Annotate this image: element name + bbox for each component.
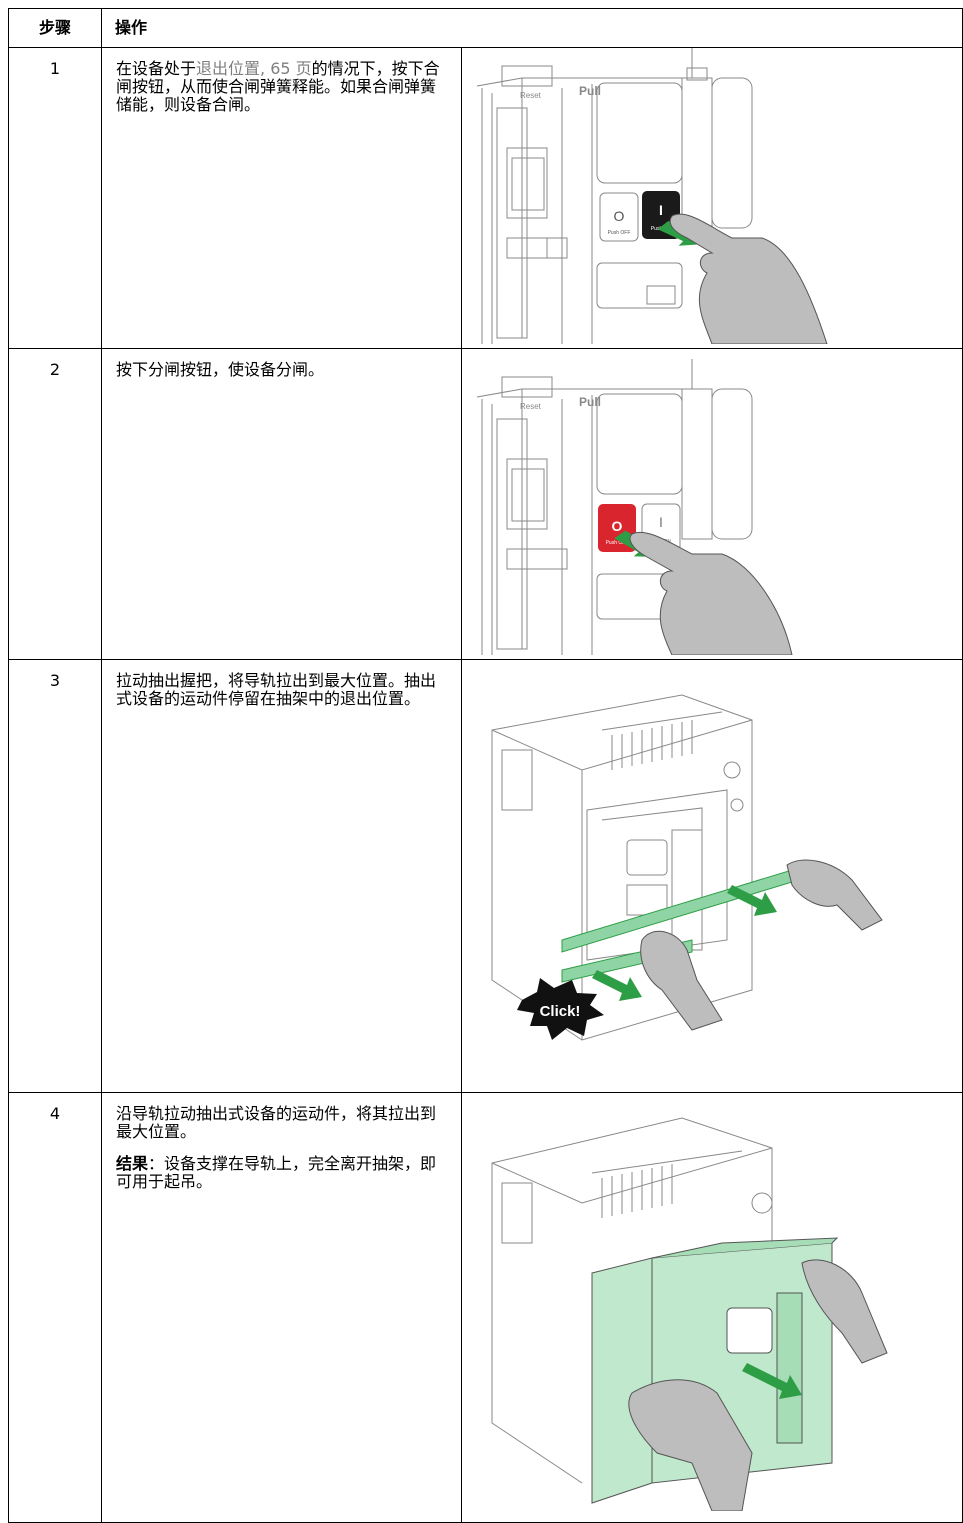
result-label: 结果 [116,1154,149,1173]
hand [629,532,793,656]
reset-label: Reset [520,91,542,100]
figure-cell [461,1092,963,1523]
instruction: 按下分闸按钮，使设备分闸。 [101,348,462,660]
figure-cell: Reset Pull O Push OFF I Push ON [461,348,963,660]
figure [491,1117,888,1512]
pull-label: Pull [579,395,601,409]
header-step: 步骤 [8,8,102,48]
text: 在设备处于 [116,59,197,78]
arrow [727,885,777,916]
off-symbol: O [614,208,625,224]
procedure-table: 步骤 操作 1 在设备处于退出位置, 65 页的情况下，按下合闸按钮，从而使合闸… [8,8,963,1523]
off-symbol: O [612,518,623,534]
paragraph: 结果：设备支撑在导轨上，完全离开抽架，即可用于起吊。 [116,1155,447,1191]
callout-burst [517,978,604,1040]
text: 的情况下，按下合闸按钮，从而使合闸弹簧释能。如果合闸弹簧储能，则设备合闸。 [116,59,440,114]
figure-cell: Reset Pull O Push OFF I Push ON [461,47,963,349]
on-symbol: I [659,514,663,530]
result-text: ：设备支撑在导轨上，完全离开抽架，即可用于起吊。 [116,1154,437,1191]
figure: Reset Pull O Push OFF I Push ON [476,48,828,345]
row: 3 拉动抽出握把，将导轨拉出到最大位置。抽出式设备的运动件停留在抽架中的退出位置… [8,659,963,1093]
paragraph: 沿导轨拉动抽出式设备的运动件，将其拉出到最大位置。 [116,1104,437,1141]
hand [640,930,723,1031]
row: 2 按下分闸按钮，使设备分闸。 Reset Pull O Push OFF I … [8,348,963,660]
arrow [592,970,642,1001]
off-label: Push OFF [606,540,629,546]
hand [801,1259,888,1364]
figure: Reset Pull O Push OFF I Push ON [476,359,793,656]
callout-text: Click! [540,1003,581,1020]
instruction: 沿导轨拉动抽出式设备的运动件，将其拉出到最大位置。 结果：设备支撑在导轨上，完全… [101,1092,462,1523]
hand [669,213,828,345]
instruction: 在设备处于退出位置, 65 页的情况下，按下合闸按钮，从而使合闸弹簧释能。如果合… [101,47,462,349]
link[interactable]: 退出位置, 65 页 [196,59,312,78]
header-action: 操作 [101,8,963,48]
step-number: 3 [8,659,102,1093]
step-number: 4 [8,1092,102,1523]
row: 4 沿导轨拉动抽出式设备的运动件，将其拉出到最大位置。 结果：设备支撑在导轨上，… [8,1092,963,1523]
row: 1 在设备处于退出位置, 65 页的情况下，按下合闸按钮，从而使合闸弹簧释能。如… [8,47,963,349]
figure: Click! [491,694,883,1041]
figure-cell: Click! [461,659,963,1093]
header-row: 步骤 操作 [8,8,963,48]
off-label: Push OFF [608,230,631,236]
arrow [742,1363,802,1399]
instruction: 拉动抽出握把，将导轨拉出到最大位置。抽出式设备的运动件停留在抽架中的退出位置。 [101,659,462,1093]
pull-label: Pull [579,84,601,98]
reset-label: Reset [520,402,542,411]
step-number: 1 [8,47,102,349]
hand [786,859,883,931]
frame [591,1257,653,1504]
on-symbol: I [659,202,663,218]
step-number: 2 [8,348,102,660]
